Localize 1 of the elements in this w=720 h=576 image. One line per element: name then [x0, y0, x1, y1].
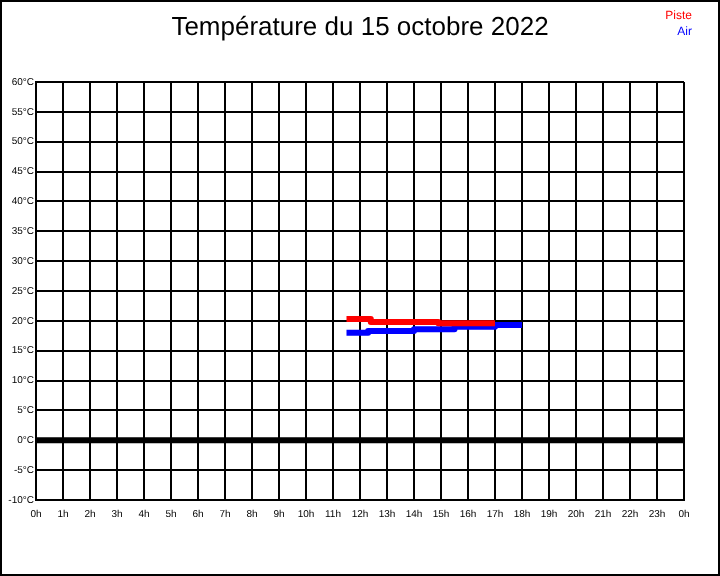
chart-title: Température du 15 octobre 2022 — [171, 11, 549, 42]
